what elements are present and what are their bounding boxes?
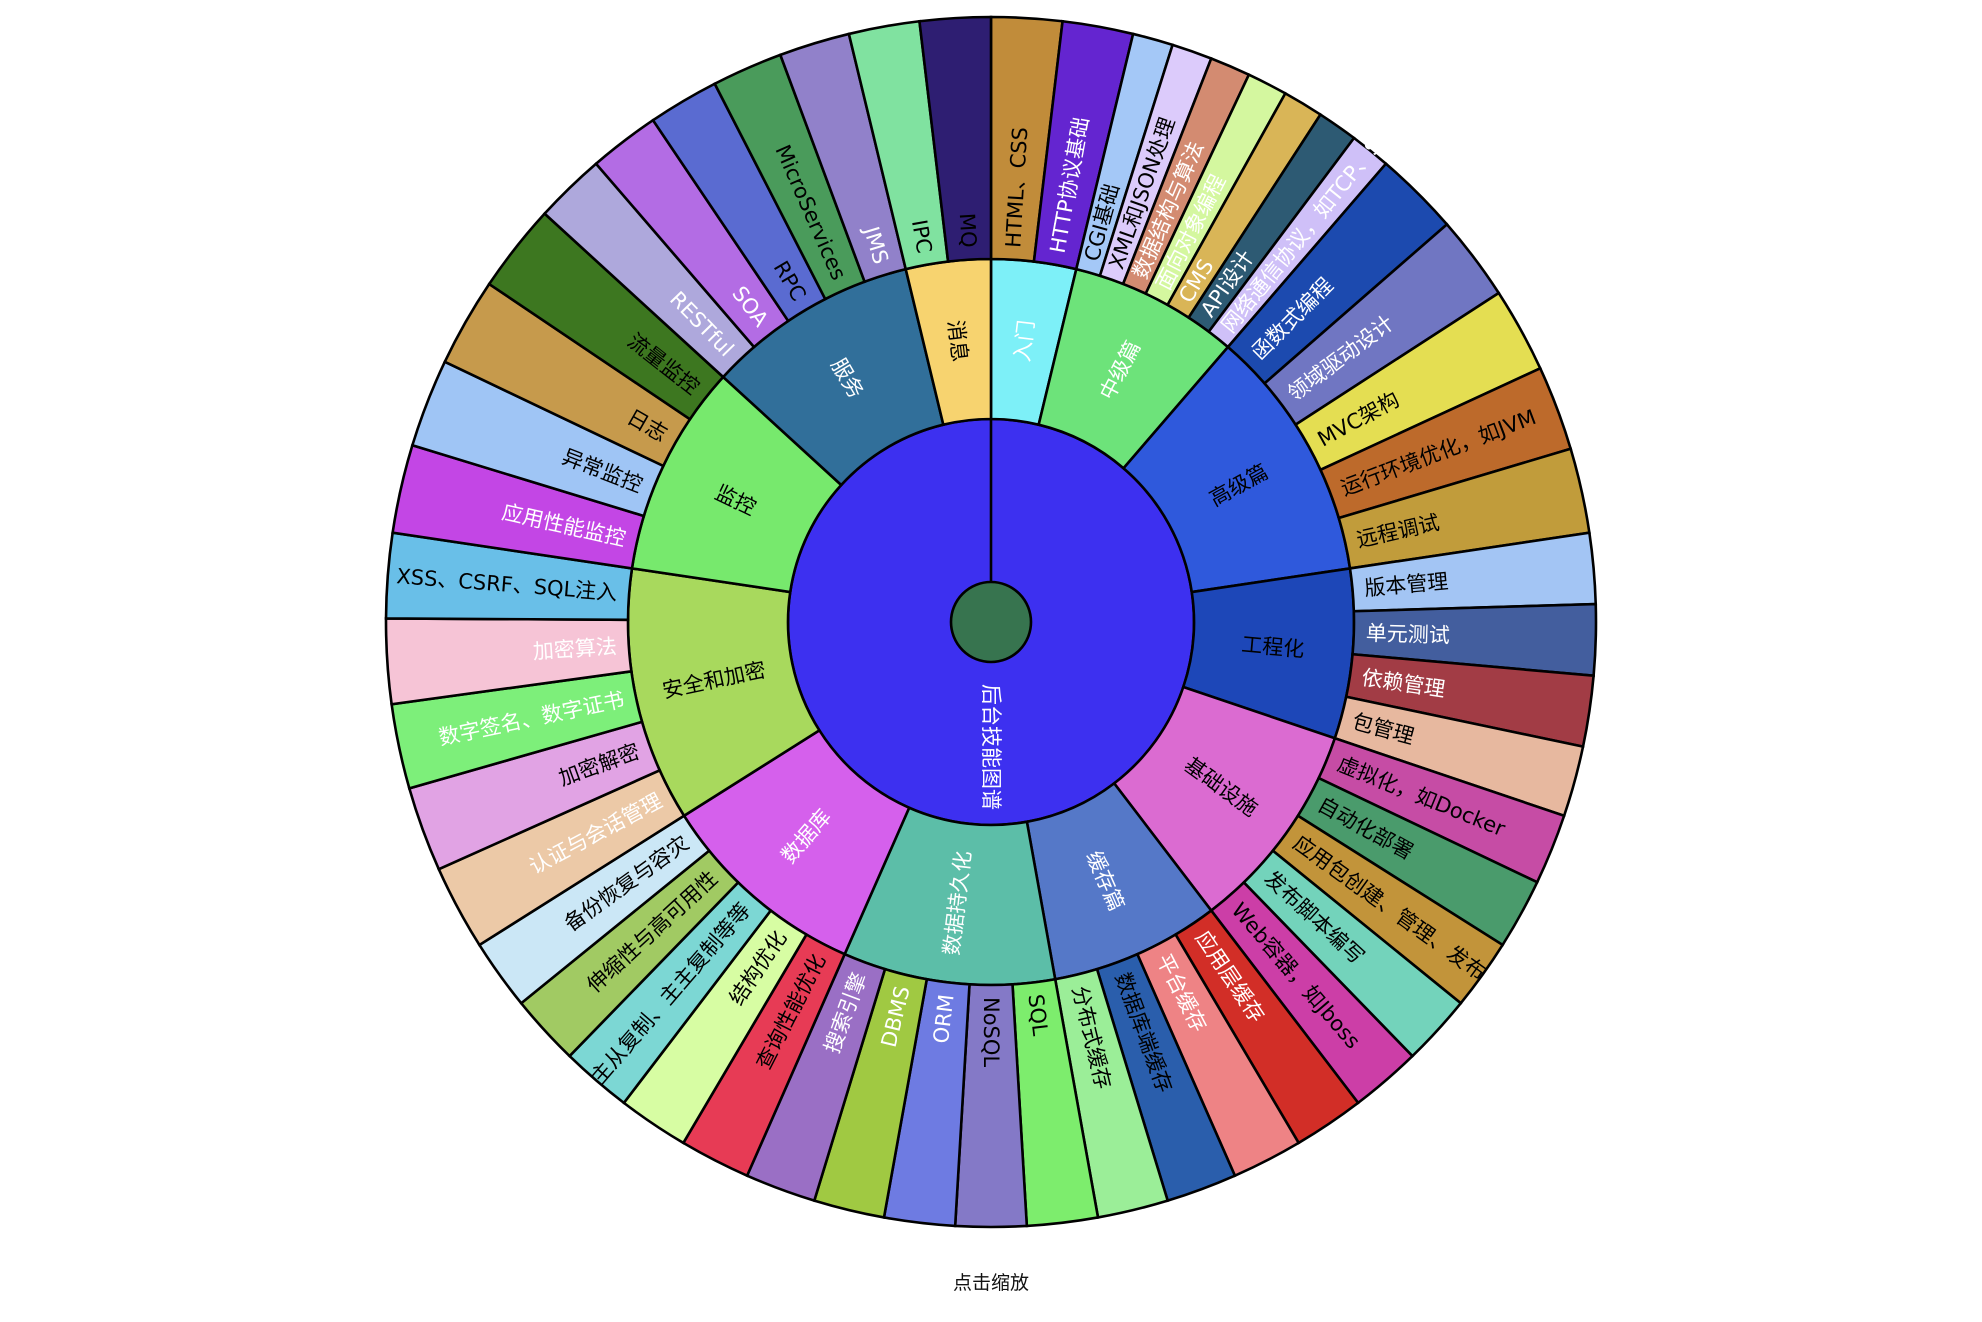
leaf-mq[interactable] bbox=[918, 15, 993, 263]
center-node[interactable] bbox=[949, 580, 1033, 664]
zoom-hint: 点击缩放 bbox=[952, 1272, 1029, 1294]
